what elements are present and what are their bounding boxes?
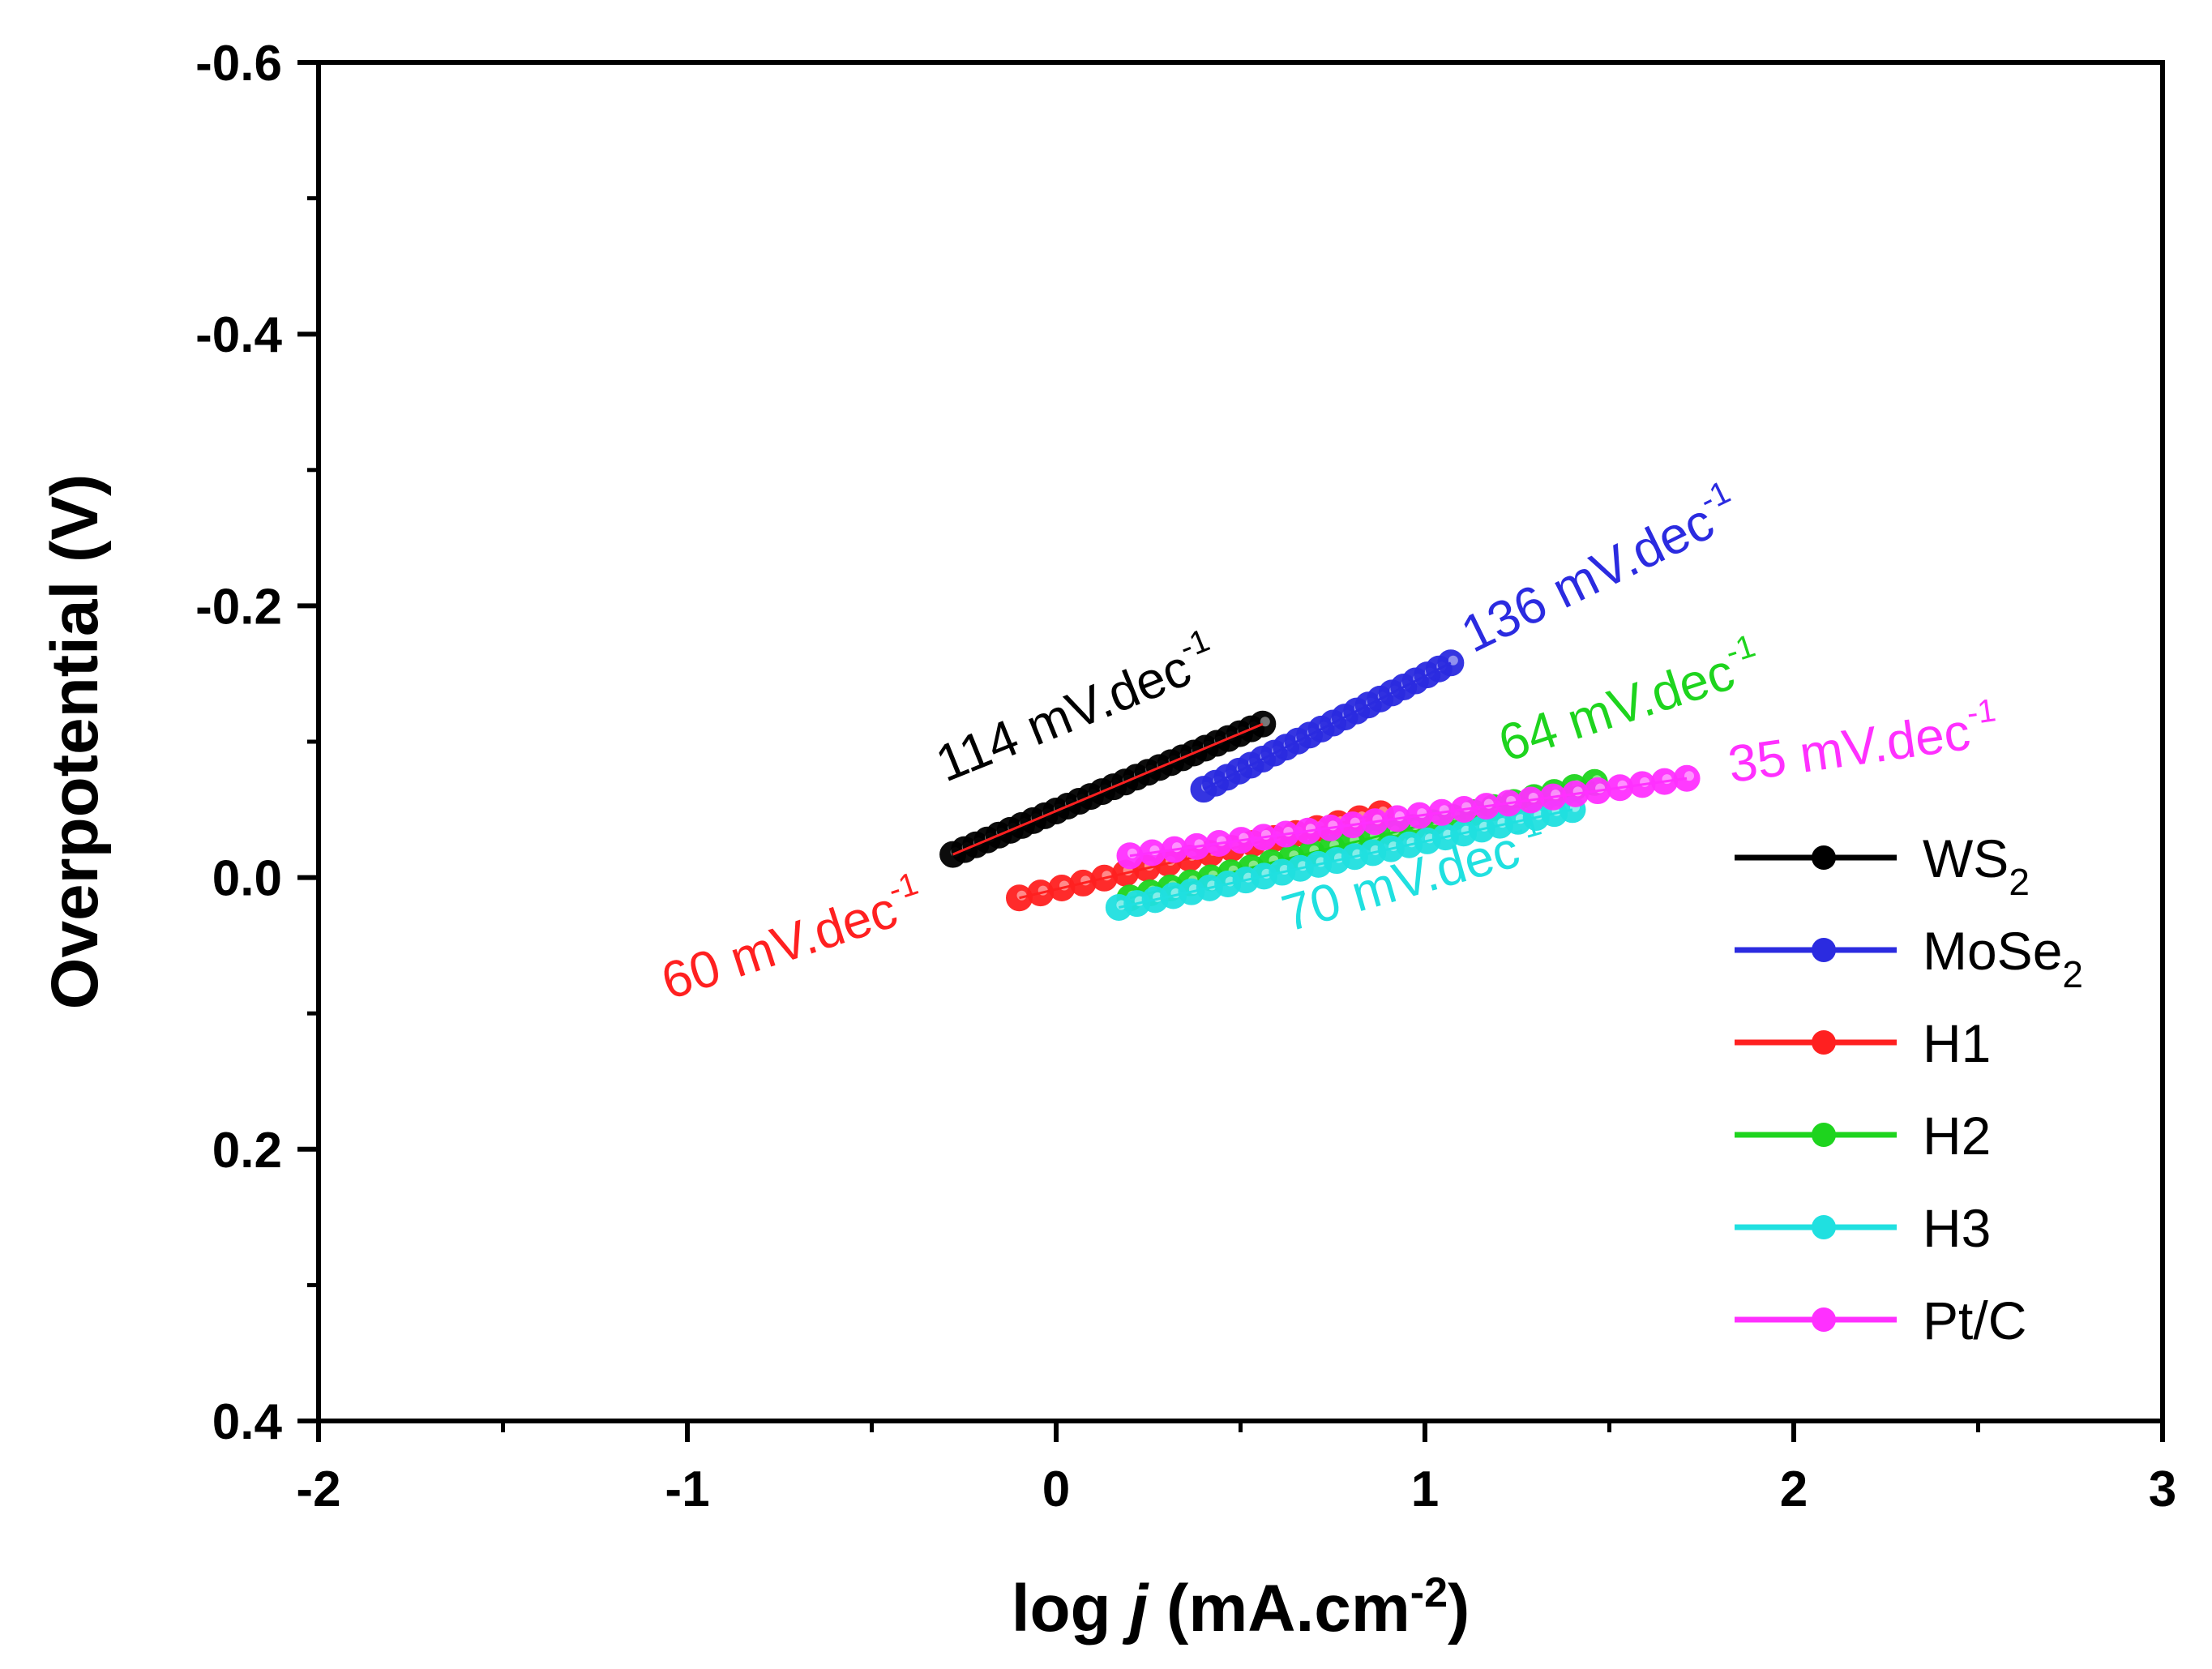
data-point-highlight [1127, 848, 1137, 858]
legend-item: MoSe2 [1735, 921, 2083, 995]
tafel-slope-label: 35 mV.dec-1 [1724, 692, 2002, 794]
legend-label-name: WS [1923, 828, 2009, 888]
tafel-slope-value: 35 mV.dec [1725, 702, 1974, 794]
legend-label-name: H1 [1923, 1013, 1991, 1073]
x-tick-label: 3 [2149, 1461, 2176, 1517]
legend-label: H2 [1923, 1106, 1991, 1166]
x-axis-title-close: ) [1448, 1572, 1470, 1645]
tafel-slope-value: 60 mV.dec [654, 880, 904, 1011]
fit-line [952, 722, 1264, 856]
y-tick-label: 0.4 [212, 1394, 283, 1450]
legend-swatch-marker [1812, 1123, 1836, 1147]
tafel-slope-value: 64 mV.dec [1491, 642, 1741, 772]
legend-swatch-marker [1812, 1030, 1836, 1055]
y-tick-label: -0.6 [195, 36, 282, 92]
legend-label-name: Pt/C [1923, 1290, 2026, 1350]
x-tick-label: 2 [1780, 1461, 1808, 1517]
tafel-slope-sup: -1 [1965, 692, 1998, 732]
series-ws2 [939, 710, 1277, 868]
fit-line [1119, 808, 1573, 909]
legend-label-name: H3 [1923, 1198, 1991, 1258]
legend-swatch-marker [1812, 845, 1836, 870]
legend-label: H1 [1923, 1013, 1991, 1073]
legend-label-sub: 2 [2062, 953, 2083, 995]
y-tick-label: -0.2 [195, 579, 282, 635]
legend-label: H3 [1923, 1198, 1991, 1258]
x-tick-label: -1 [665, 1461, 709, 1517]
y-tick-label: 0.0 [212, 851, 282, 907]
legend-item: H2 [1735, 1106, 1991, 1166]
legend-label: MoSe2 [1923, 921, 2083, 995]
series-mose2 [1190, 649, 1465, 803]
y-axis-title: Overpotential (V) [38, 474, 112, 1010]
legend-item: H3 [1735, 1198, 1991, 1258]
legend-item: Pt/C [1735, 1290, 2026, 1350]
x-axis-title: log j (mA.cm-2) [1012, 1569, 1470, 1645]
legend-label: WS2 [1923, 828, 2030, 903]
tafel-slope-value: 136 mV.dec [1453, 492, 1722, 664]
y-tick-label: -0.4 [195, 307, 282, 363]
legend-swatch-marker [1812, 1215, 1836, 1239]
x-tick-label: 1 [1411, 1461, 1439, 1517]
legend-label-name: MoSe [1923, 921, 2062, 981]
x-axis-title-prefix: log [1012, 1572, 1130, 1645]
x-tick-label: -2 [296, 1461, 340, 1517]
legend-item: WS2 [1735, 828, 2030, 903]
legend-label-sub: 2 [2009, 861, 2030, 903]
legend-swatch-marker [1812, 938, 1836, 962]
series-ptc [1116, 764, 1701, 870]
legend-item: H1 [1735, 1013, 1991, 1073]
legend-swatch-marker [1812, 1307, 1836, 1332]
tafel-slope-label: 60 mV.dec-1 [652, 866, 931, 1011]
y-tick-label: 0.2 [212, 1123, 282, 1179]
x-axis-title-sup: -2 [1410, 1569, 1448, 1616]
legend-label-name: H2 [1923, 1106, 1991, 1166]
legend-label: Pt/C [1923, 1290, 2026, 1350]
x-tick-label: 0 [1042, 1461, 1070, 1517]
fit-line [1129, 777, 1688, 858]
fit-line [1203, 661, 1452, 790]
tafel-slope-label: 136 mV.dec-1 [1450, 474, 1748, 664]
x-axis-title-units: (mA.cm [1148, 1572, 1410, 1645]
